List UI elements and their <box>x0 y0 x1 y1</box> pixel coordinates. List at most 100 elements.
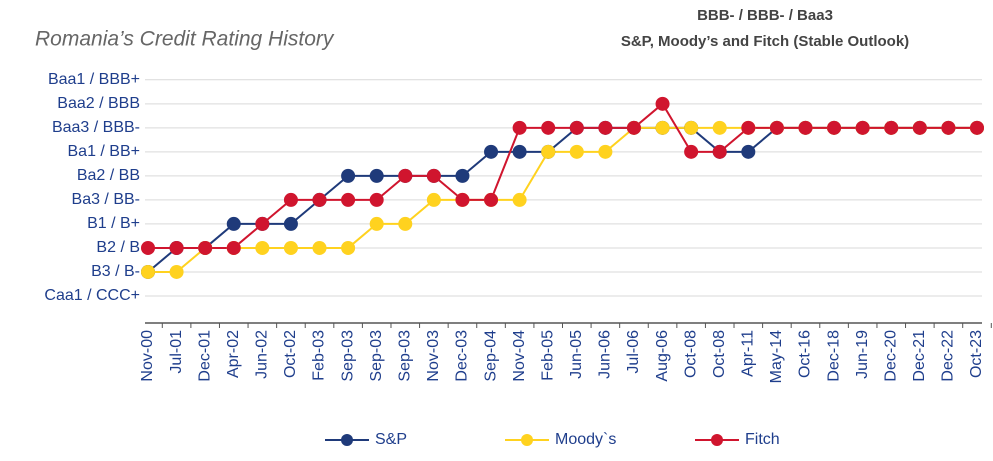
x-tick-label: Aug-06 <box>654 330 671 382</box>
point <box>712 144 727 159</box>
point <box>455 168 470 183</box>
legend-marker <box>711 434 723 446</box>
point <box>655 96 670 111</box>
point <box>541 120 556 135</box>
point <box>398 168 413 183</box>
point <box>226 216 241 231</box>
point <box>369 216 384 231</box>
point <box>598 144 613 159</box>
x-tick-label: Dec-22 <box>940 330 957 382</box>
point <box>855 120 870 135</box>
x-tick-label: Nov-03 <box>425 330 442 382</box>
subtitle: BBB- / BBB- / Baa3 <box>697 7 833 24</box>
legend-label: Fitch <box>745 431 780 448</box>
x-tick-label: Dec-20 <box>882 330 899 382</box>
x-tick-label: Dec-18 <box>825 330 842 382</box>
point <box>341 240 356 255</box>
point <box>141 240 155 255</box>
point <box>369 168 384 183</box>
point <box>426 168 441 183</box>
point <box>484 144 499 159</box>
x-tick-label: Sep-03 <box>339 330 356 382</box>
y-tick-label: Ba2 / BB <box>77 167 140 184</box>
point <box>827 120 842 135</box>
y-tick-label: B1 / B+ <box>87 215 140 232</box>
x-tick-label: Oct-23 <box>968 330 985 378</box>
x-tick-label: Oct-16 <box>797 330 814 378</box>
x-tick-label: Apr-02 <box>225 330 242 378</box>
point <box>684 120 699 135</box>
point <box>398 216 413 231</box>
point <box>798 120 813 135</box>
point <box>341 192 356 207</box>
y-tick-label: Baa3 / BBB- <box>52 119 140 136</box>
point <box>283 216 298 231</box>
point <box>569 144 584 159</box>
y-tick-label: Ba3 / BB- <box>72 191 140 208</box>
point <box>255 240 270 255</box>
x-tick-label: Nov-04 <box>511 330 528 382</box>
x-tick-label: Nov-00 <box>139 330 156 382</box>
subtitle: S&P, Moody’s and Fitch (Stable Outlook) <box>621 33 909 50</box>
x-tick-label: Feb-03 <box>311 330 328 381</box>
point <box>369 192 384 207</box>
point <box>426 192 441 207</box>
legend-label: Moody`s <box>555 431 616 448</box>
x-tick-label: Sep-03 <box>396 330 413 382</box>
point <box>598 120 613 135</box>
x-tick-label: Jun-02 <box>254 330 271 379</box>
x-tick-label: Oct-02 <box>282 330 299 378</box>
point <box>512 120 527 135</box>
point <box>569 120 584 135</box>
x-tick-label: Jun-06 <box>597 330 614 379</box>
y-tick-label: Ba1 / BB+ <box>68 143 141 160</box>
x-tick-label: Jul-01 <box>168 330 185 374</box>
point <box>912 120 927 135</box>
point <box>970 120 984 135</box>
point <box>283 192 298 207</box>
point <box>626 120 641 135</box>
point <box>312 240 327 255</box>
point <box>198 240 213 255</box>
point <box>283 240 298 255</box>
chart-title: Romania’s Credit Rating History <box>35 28 335 51</box>
point <box>684 144 699 159</box>
point <box>655 120 670 135</box>
legend-marker <box>521 434 533 446</box>
x-tick-label: Jul-06 <box>625 330 642 374</box>
point <box>884 120 899 135</box>
point <box>226 240 241 255</box>
point <box>169 264 184 279</box>
x-tick-label: Jun-19 <box>854 330 871 379</box>
x-tick-label: Oct-08 <box>711 330 728 378</box>
x-tick-label: Dec-03 <box>454 330 471 382</box>
y-tick-label: Baa1 / BBB+ <box>48 71 140 88</box>
x-tick-label: Jun-05 <box>568 330 585 379</box>
point <box>769 120 784 135</box>
x-tick-label: Oct-08 <box>682 330 699 378</box>
point <box>541 144 556 159</box>
y-tick-label: B3 / B- <box>91 263 140 280</box>
point <box>512 192 527 207</box>
legend-marker <box>341 434 353 446</box>
x-tick-label: Sep-03 <box>368 330 385 382</box>
point <box>255 216 270 231</box>
point <box>312 192 327 207</box>
point <box>512 144 527 159</box>
x-tick-label: Dec-01 <box>196 330 213 382</box>
x-tick-label: Dec-21 <box>911 330 928 382</box>
point <box>741 120 756 135</box>
x-tick-label: Sep-04 <box>482 330 499 382</box>
point <box>141 264 155 279</box>
point <box>712 120 727 135</box>
legend-label: S&P <box>375 431 407 448</box>
x-tick-label: Feb-05 <box>539 330 556 381</box>
y-tick-label: B2 / B <box>96 239 140 256</box>
point <box>484 192 499 207</box>
point <box>455 192 470 207</box>
point <box>169 240 184 255</box>
point <box>741 144 756 159</box>
point <box>341 168 356 183</box>
y-tick-label: Baa2 / BBB <box>57 95 140 112</box>
